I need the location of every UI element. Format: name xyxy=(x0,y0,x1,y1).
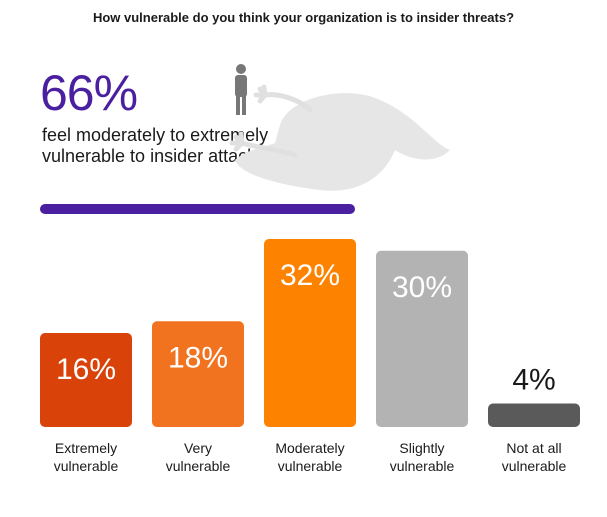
bar-3 xyxy=(376,250,468,427)
bar-value-label-4: 4% xyxy=(512,364,555,397)
bar-1 xyxy=(152,321,244,427)
category-label-2-0: Moderately xyxy=(275,440,344,456)
bar-value-label-3: 30% xyxy=(392,271,452,304)
category-label-4-1: vulnerable xyxy=(502,458,567,474)
category-label-1-0: Very xyxy=(184,440,212,456)
category-label-4-0: Not at all xyxy=(506,440,561,456)
bar-value-label-0: 16% xyxy=(56,353,116,386)
category-label-1-1: vulnerable xyxy=(166,458,231,474)
bar-4 xyxy=(488,403,580,427)
bar-0 xyxy=(40,333,132,427)
bar-value-label-1: 18% xyxy=(168,341,228,374)
callout-caption: feel moderately to extremely vulnerable … xyxy=(42,125,269,166)
category-label-0-1: vulnerable xyxy=(54,458,119,474)
bar-2 xyxy=(264,239,356,427)
category-label-3-0: Slightly xyxy=(399,440,444,456)
category-label-2-1: vulnerable xyxy=(278,458,343,474)
bar-value-label-2: 32% xyxy=(280,259,340,292)
callout-value: 66% xyxy=(40,65,138,121)
chart-title: How vulnerable do you think your organiz… xyxy=(92,10,515,25)
category-label-0-0: Extremely xyxy=(55,440,117,456)
category-label-3-1: vulnerable xyxy=(390,458,455,474)
callout-bracket-bar xyxy=(40,204,355,214)
insider-threat-illustration-icon xyxy=(229,64,450,191)
